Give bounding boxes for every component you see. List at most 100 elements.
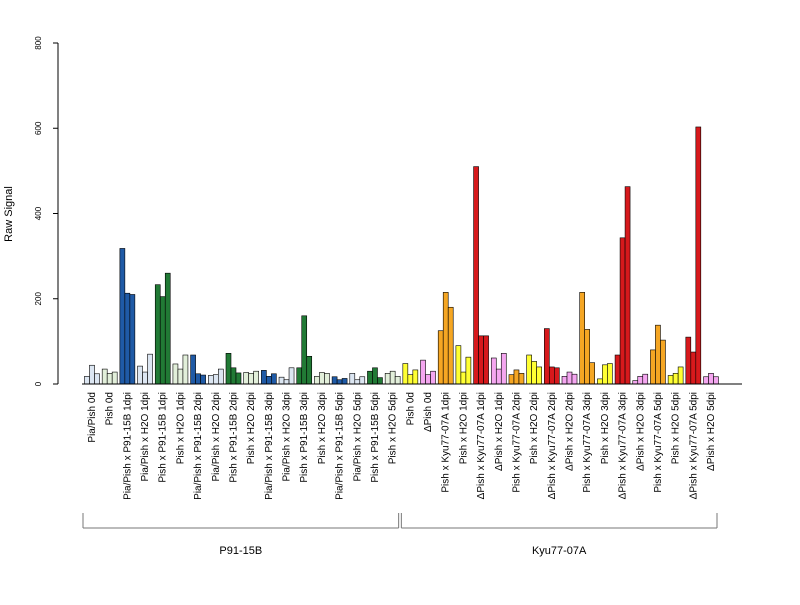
bar — [84, 376, 90, 385]
bar — [455, 345, 462, 385]
bar — [301, 315, 308, 385]
bar — [372, 367, 378, 385]
x-tick-label: ΔPish x Kyu77-07A 2dpi — [547, 392, 558, 499]
bar — [602, 364, 608, 385]
x-tick-label: ΔPish x H2O 5dpi — [706, 392, 717, 471]
x-tick-label: ΔPish x H2O 2dpi — [565, 392, 576, 471]
bar — [225, 353, 232, 385]
bar — [614, 354, 621, 385]
bar — [218, 368, 224, 385]
bar — [354, 379, 361, 385]
y-axis-label: Raw Signal — [3, 186, 15, 242]
y-axis: 0 200 400 600 800 — [34, 36, 59, 386]
bar — [190, 354, 196, 385]
bar — [319, 372, 325, 385]
bar — [531, 361, 537, 385]
group-label: P91-15B — [219, 545, 262, 557]
bar — [561, 376, 568, 385]
bar — [101, 368, 108, 385]
bars-layer — [84, 126, 719, 385]
x-tick-label: Pia/Pish x H2O 3dpi — [282, 392, 293, 482]
x-tick-label: Pish x P91-15B 2dpi — [228, 392, 239, 483]
bar — [142, 371, 148, 385]
x-tick-label: Pish x H2O 5dpi — [388, 392, 399, 464]
bar — [549, 366, 555, 385]
bar — [182, 354, 189, 385]
bar — [650, 349, 656, 385]
x-tick-label: Pish x P91-15B 5dpi — [370, 392, 381, 483]
bar — [164, 272, 171, 385]
x-tick-labels: Pia/Pish 0d Pish 0d Pia/Pish x P91-15B 1dp… — [87, 392, 717, 500]
bar — [637, 376, 644, 385]
bar — [442, 292, 449, 385]
bar — [526, 354, 532, 385]
bar — [137, 365, 143, 385]
bar — [624, 186, 631, 385]
x-tick-label: ΔPish 0d — [423, 392, 434, 432]
bar — [129, 294, 136, 385]
bar — [119, 248, 126, 385]
x-tick-label: ΔPish x Kyu77-07A 3dpi — [618, 392, 629, 499]
bar — [660, 339, 666, 385]
bar — [460, 371, 467, 385]
bar — [208, 375, 214, 385]
bar — [377, 377, 383, 385]
bar — [483, 335, 489, 385]
bar — [235, 372, 242, 385]
bar — [407, 374, 414, 385]
x-tick-label: ΔPish x H2O 1dpi — [494, 392, 505, 471]
bar — [89, 364, 95, 385]
bar — [607, 363, 613, 385]
x-tick-label: Pish x H2O 2dpi — [246, 392, 257, 464]
bar — [566, 371, 573, 385]
bar — [667, 375, 674, 385]
bar — [508, 374, 515, 385]
x-tick-label: Pish 0d — [405, 392, 416, 425]
y-tick-label: 400 — [34, 206, 43, 220]
group-label: Kyu77-07A — [532, 545, 587, 557]
group-brackets: P91-15B Kyu77-07A — [82, 513, 718, 557]
bar — [655, 324, 661, 385]
x-tick-label: Pish x Kyu77-07A 3dpi — [582, 392, 593, 493]
x-tick-label: ΔPish x H2O 3dpi — [635, 392, 646, 471]
x-tick-label: Pia/Pish x P91-15B 5dpi — [335, 392, 346, 500]
bar — [389, 370, 396, 385]
bar — [708, 373, 714, 385]
bar — [253, 370, 259, 385]
x-tick-label: Pish 0d — [105, 392, 116, 425]
bar — [147, 353, 153, 385]
bar — [230, 367, 237, 385]
bar — [685, 336, 692, 385]
bar — [465, 356, 472, 385]
bar — [94, 373, 100, 385]
bar — [430, 370, 436, 385]
bar — [367, 370, 373, 385]
bar — [288, 367, 295, 385]
bar — [571, 373, 578, 385]
x-tick-label: Pish x Kyu77-07A 2dpi — [511, 392, 522, 493]
bar — [331, 376, 338, 385]
y-tick-label: 600 — [34, 121, 43, 135]
bar — [261, 370, 267, 385]
bar — [473, 166, 479, 385]
bar — [172, 363, 179, 385]
bar — [495, 368, 502, 385]
bar — [632, 380, 639, 385]
bar — [324, 373, 330, 385]
bar — [518, 373, 525, 385]
bar — [412, 369, 419, 385]
bar — [336, 379, 343, 385]
bar — [677, 366, 684, 385]
x-tick-label: Pish x H2O 1dpi — [175, 392, 186, 464]
bar — [243, 372, 249, 385]
bar — [278, 376, 285, 385]
bar — [159, 296, 166, 385]
bar — [359, 376, 366, 385]
x-tick-label: Pia/Pish x H2O 2dpi — [211, 392, 222, 482]
x-tick-label: Pish x H2O 1dpi — [458, 392, 469, 464]
bar — [703, 376, 709, 385]
bar — [177, 368, 184, 385]
bar — [384, 373, 391, 385]
bar — [306, 355, 313, 385]
x-tick-label: Pia/Pish x H2O 1dpi — [140, 392, 151, 482]
